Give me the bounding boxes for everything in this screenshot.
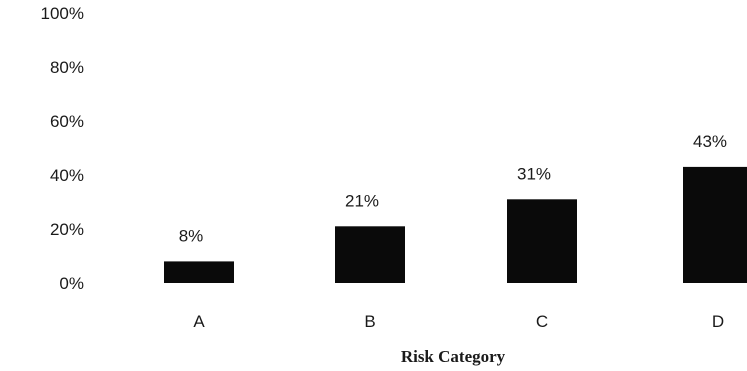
y-tick-label: 80% <box>50 58 84 77</box>
y-axis: 0% 20% 40% 60% 80% 100% <box>41 4 84 293</box>
bars <box>164 166 747 283</box>
data-label-a: 8% <box>179 226 204 245</box>
y-tick-label: 60% <box>50 112 84 131</box>
category-label-c: C <box>536 312 548 331</box>
bar-d <box>683 166 747 283</box>
x-axis: A B C D <box>193 312 724 331</box>
data-label-d: 43% <box>693 132 727 151</box>
data-label-c: 31% <box>517 164 551 183</box>
bar-b <box>335 226 405 283</box>
y-tick-label: 0% <box>59 274 84 293</box>
category-label-b: B <box>364 312 375 331</box>
y-tick-label: 20% <box>50 220 84 239</box>
category-label-d: D <box>712 312 724 331</box>
bar-a <box>164 261 234 283</box>
y-tick-label: 40% <box>50 166 84 185</box>
bar-c <box>507 199 577 283</box>
data-labels: 8% 21% 31% 43% <box>179 132 727 246</box>
y-tick-label: 100% <box>41 4 84 23</box>
data-label-b: 21% <box>345 191 379 210</box>
x-axis-title: Risk Category <box>401 347 506 366</box>
category-label-a: A <box>193 312 205 331</box>
